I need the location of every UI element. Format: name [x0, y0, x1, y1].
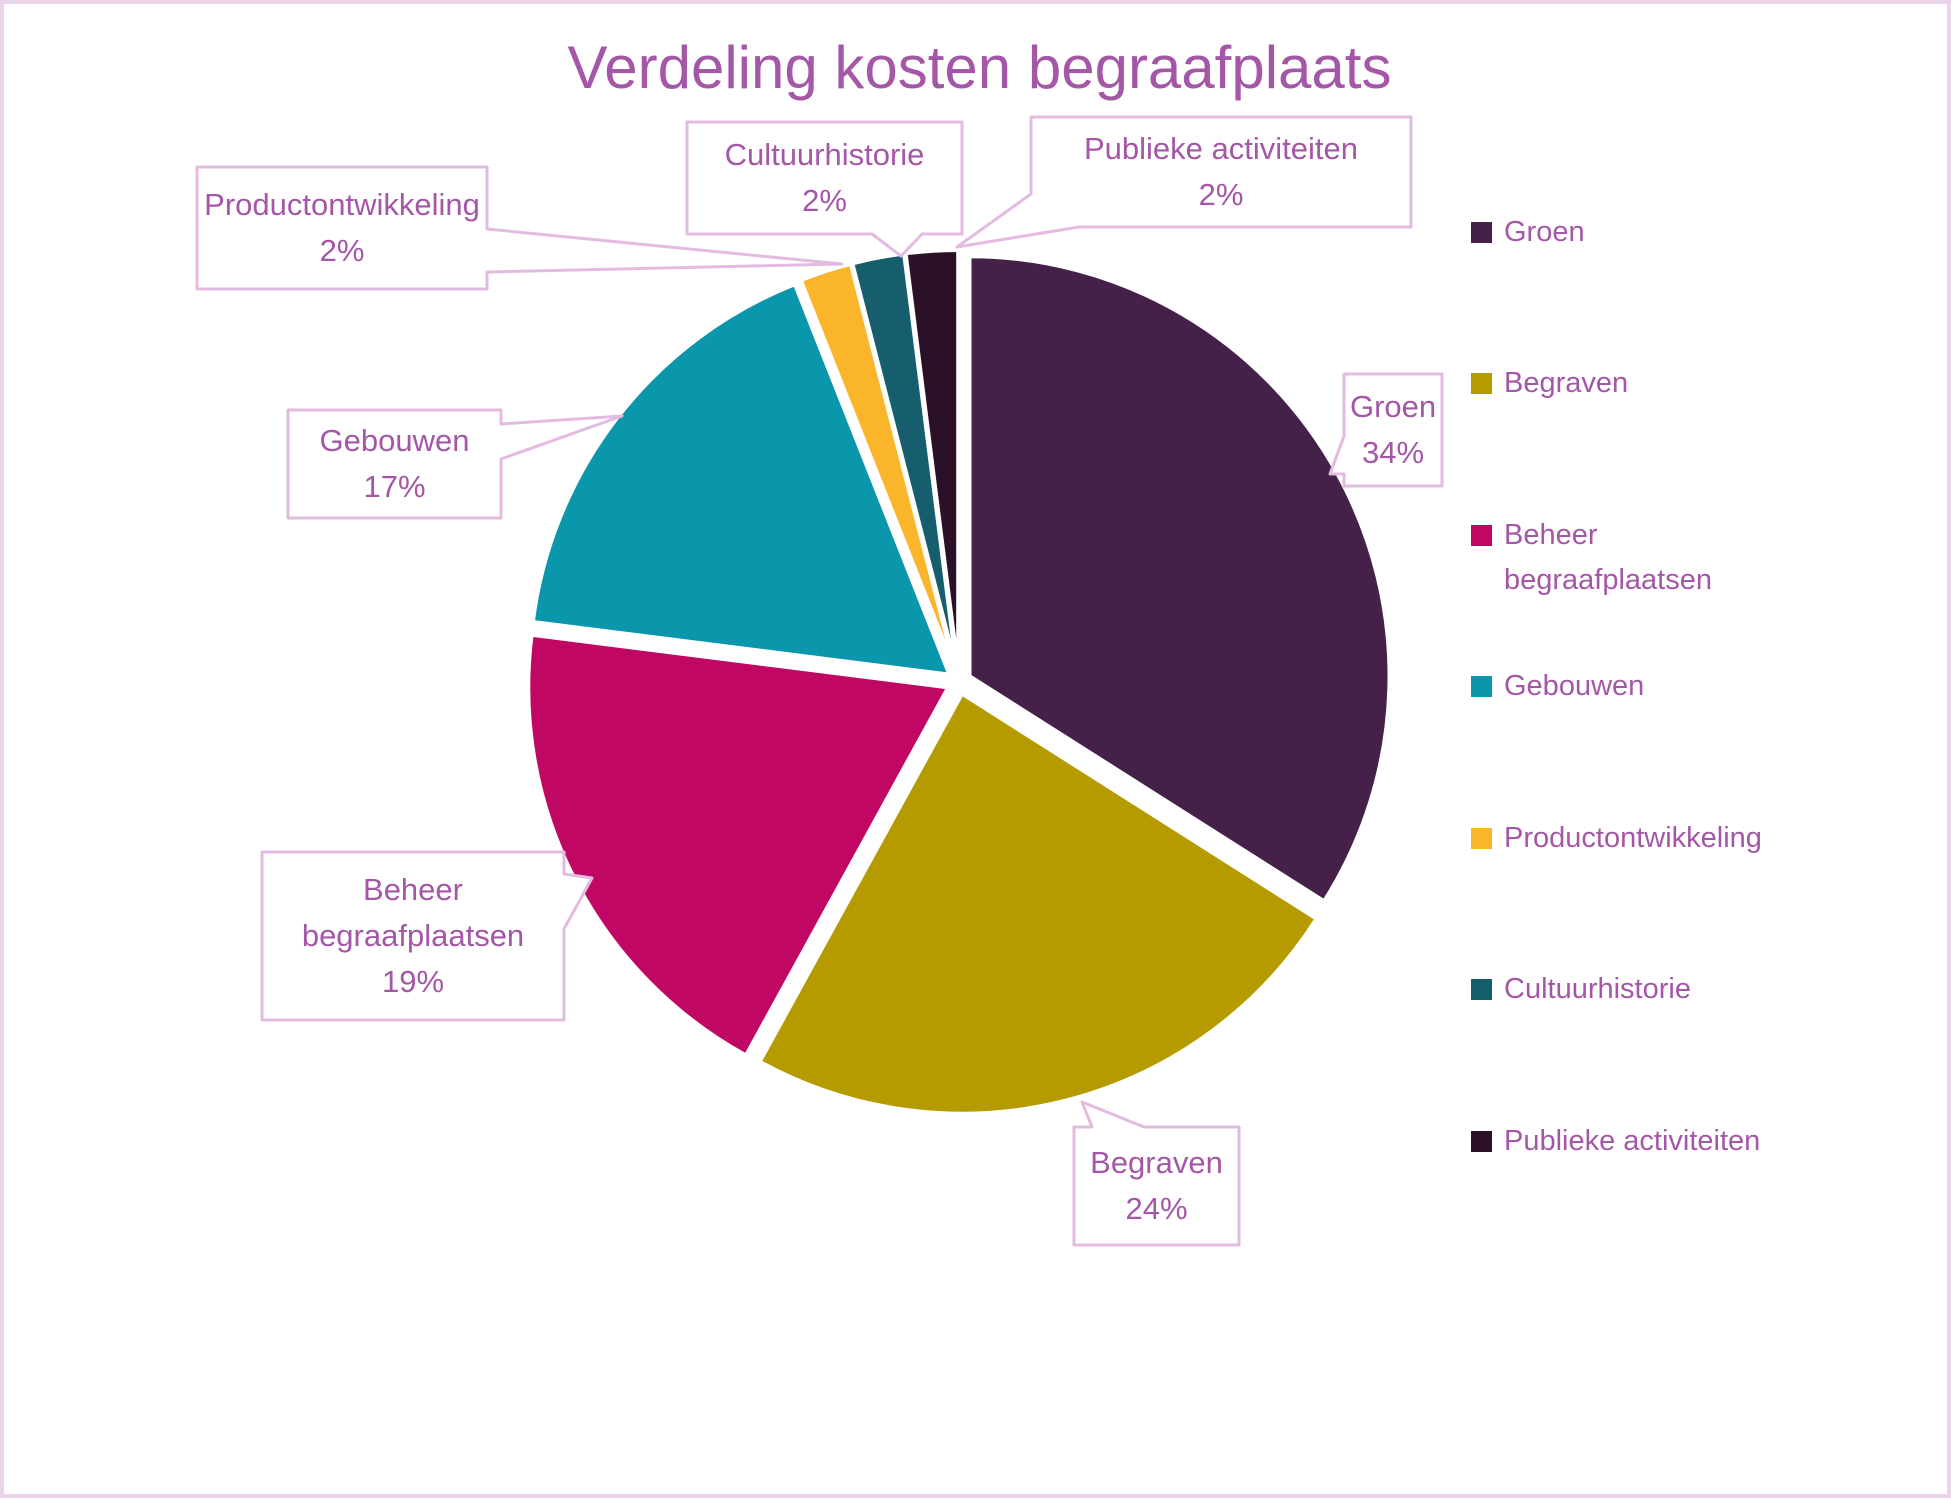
legend-item-gebouwen: Gebouwen	[1471, 664, 1804, 709]
legend-label: Publieke activiteiten	[1504, 1124, 1761, 1157]
legend-swatch-cultuurhistorie	[1471, 979, 1492, 1000]
legend-swatch-publieke-activiteiten	[1471, 1130, 1492, 1152]
legend-item-productontwikkeling: Productontwikkeling	[1471, 816, 1804, 861]
data-label-category: Cultuurhistorie	[724, 137, 925, 172]
legend-label: Gebouwen	[1504, 670, 1645, 702]
callout-publieke-activiteiten	[955, 115, 1413, 249]
legend-item-cultuurhistorie: Cultuurhistorie	[1471, 967, 1804, 1012]
data-label-category: Groen	[1350, 389, 1437, 424]
data-label-percent: 2%	[319, 233, 365, 268]
data-label-percent: 2%	[802, 183, 847, 218]
pie-slice-begraven	[757, 691, 1319, 1116]
chart-title: Verdeling kosten begraafplaats	[567, 34, 1392, 101]
data-label-percent: 24%	[1125, 1191, 1188, 1226]
legend-swatch-groen	[1471, 221, 1492, 243]
data-label-category: Productontwikkeling	[204, 187, 480, 222]
callout-beheer-begraafplaatsen	[260, 850, 594, 1022]
pie-chart	[195, 115, 1444, 1247]
data-label-category: Beheer begraafplaatsen	[301, 872, 525, 953]
legend-swatch-productontwikkeling	[1471, 827, 1492, 849]
legend-item-publieke-activiteiten: Publieke activiteiten	[1471, 1119, 1804, 1164]
data-label-category: Publieke activiteiten	[1084, 131, 1358, 166]
data-label-percent: 17%	[363, 469, 426, 504]
legend-swatch-gebouwen	[1471, 676, 1492, 697]
data-label-begraven: Begraven 24%	[1074, 1127, 1239, 1245]
data-label-publieke-activiteiten: Publieke activiteiten 2%	[1031, 117, 1411, 227]
legend-label: Groen	[1504, 215, 1585, 248]
callout-gebouwen	[286, 408, 624, 520]
callout-cultuurhistorie	[685, 120, 964, 258]
data-label-groen: Groen 34%	[1344, 374, 1442, 486]
data-label-percent: 19%	[381, 964, 445, 999]
callout-productontwikkeling	[195, 165, 844, 291]
data-label-category: Begraven	[1090, 1145, 1223, 1180]
data-label-category: Gebouwen	[319, 423, 470, 458]
data-label-gebouwen: Gebouwen 17%	[288, 410, 501, 518]
data-label-beheer-begraafplaatsen: Beheer begraafplaatsen 19%	[262, 852, 564, 1020]
legend-item-beheer-begraafplaatsen: Beheer begraafplaatsen	[1471, 513, 1804, 603]
data-label-productontwikkeling: Productontwikkeling 2%	[197, 167, 487, 289]
legend-label: Beheer begraafplaatsen	[1504, 518, 1712, 596]
data-label-percent: 2%	[1198, 177, 1244, 212]
legend-label: Begraven	[1504, 367, 1629, 399]
callout-groen	[1328, 372, 1444, 488]
callout-begraven	[1072, 1100, 1241, 1247]
legend-item-groen: Groen	[1471, 210, 1804, 255]
legend-label: Cultuurhistorie	[1504, 973, 1691, 1005]
legend-item-begraven: Begraven	[1471, 361, 1804, 406]
legend-swatch-begraven	[1471, 373, 1492, 394]
data-label-percent: 34%	[1361, 435, 1425, 470]
legend-swatch-beheer-begraafplaatsen	[1471, 524, 1492, 546]
data-label-cultuurhistorie: Cultuurhistorie 2%	[687, 122, 962, 234]
legend-label: Productontwikkeling	[1504, 821, 1762, 854]
